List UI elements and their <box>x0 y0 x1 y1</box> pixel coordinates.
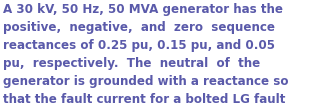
Text: pu,  respectively.  The  neutral  of  the: pu, respectively. The neutral of the <box>3 57 260 70</box>
Text: reactances of 0.25 pu, 0.15 pu, and 0.05: reactances of 0.25 pu, 0.15 pu, and 0.05 <box>3 39 275 52</box>
Text: positive,  negative,  and  zero  sequence: positive, negative, and zero sequence <box>3 21 275 34</box>
Text: that the fault current for a bolted LG fault: that the fault current for a bolted LG f… <box>3 93 285 106</box>
Text: A 30 kV, 50 Hz, 50 MVA generator has the: A 30 kV, 50 Hz, 50 MVA generator has the <box>3 3 283 16</box>
Text: generator is grounded with a reactance so: generator is grounded with a reactance s… <box>3 75 288 88</box>
